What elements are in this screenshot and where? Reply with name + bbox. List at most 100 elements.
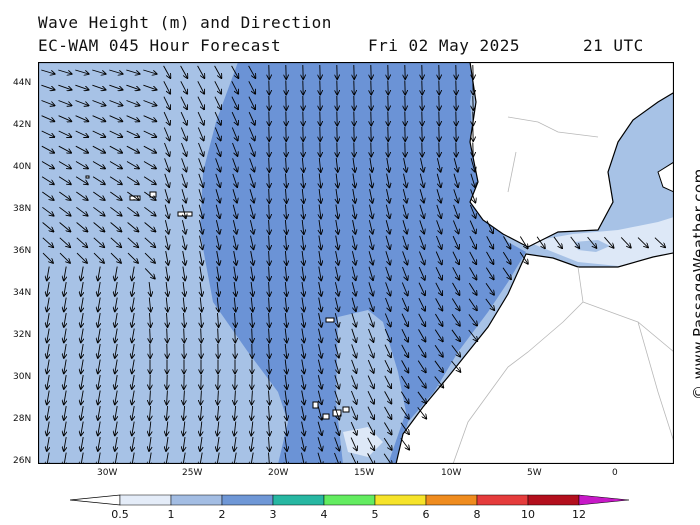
wave-arrow [334, 313, 338, 327]
wave-arrow [249, 158, 255, 171]
wave-arrow [81, 344, 83, 358]
wave-arrow [127, 237, 138, 247]
lat-label: 44N [13, 78, 32, 88]
wave-arrow [143, 145, 156, 153]
wave-arrow [302, 344, 304, 358]
wave-arrow [81, 390, 83, 405]
wave-arrow [150, 312, 151, 327]
wave-arrow [218, 390, 219, 405]
wave-arrow [252, 390, 253, 405]
wave-arrow [334, 390, 339, 404]
wave-arrow [132, 266, 134, 281]
wave-arrow [180, 127, 186, 141]
wave-arrow [198, 158, 204, 171]
wave-arrow [64, 328, 66, 343]
wave-arrow [144, 206, 155, 215]
wave-arrow [269, 173, 270, 188]
wave-arrow [197, 81, 204, 93]
wave-arrow [485, 267, 493, 280]
wave-arrow [163, 111, 170, 125]
wave-arrow [402, 204, 407, 218]
wave-arrow [604, 236, 613, 248]
wave-arrow [502, 267, 511, 280]
wave-arrow [485, 282, 494, 295]
colorbar-swatch [272, 494, 325, 506]
wave-arrow [164, 142, 170, 156]
wave-arrow [201, 390, 202, 405]
wave-arrow [269, 235, 270, 250]
wave-arrow [302, 313, 304, 327]
wave-arrow [149, 297, 150, 312]
wave-arrow [302, 406, 305, 420]
wave-arrow [417, 375, 426, 388]
wave-arrow [183, 452, 185, 464]
wave-arrow [143, 115, 157, 122]
wave-arrow [335, 297, 338, 312]
wave-arrow [435, 235, 441, 249]
wave-arrow [183, 437, 185, 451]
wave-arrow [384, 375, 391, 388]
wave-arrow [132, 375, 134, 389]
wave-arrow [319, 328, 322, 343]
wave-arrow [59, 222, 71, 232]
wave-arrow [199, 220, 202, 234]
lon-label: 5W [527, 468, 542, 478]
wave-arrow [183, 282, 185, 296]
wave-arrow [351, 282, 356, 296]
wave-arrow [164, 204, 169, 219]
wave-arrow [58, 161, 71, 169]
wave-arrow [81, 297, 83, 312]
wave-arrow [250, 220, 253, 234]
wave-arrow [385, 251, 390, 264]
wave-arrow [368, 313, 374, 326]
wave-arrow [217, 405, 218, 420]
wave-arrow [384, 313, 390, 327]
wave-arrow [400, 438, 409, 449]
wave-arrow [59, 206, 70, 215]
wave-arrow [251, 282, 253, 296]
wave-arrow [197, 127, 203, 141]
wave-arrow [231, 127, 237, 141]
wave-arrow [201, 328, 202, 343]
wave-arrow [149, 405, 150, 420]
wave-arrow [217, 297, 218, 312]
wave-arrow [143, 161, 156, 169]
wave-arrow [143, 69, 156, 74]
wave-arrow [336, 189, 338, 203]
wave-arrow [232, 204, 237, 219]
colorbar-tick-label: 2 [218, 508, 226, 521]
wave-arrow [132, 313, 134, 327]
colorbar-swatch [119, 494, 172, 506]
wave-arrow [302, 421, 305, 436]
wave-arrow [400, 391, 408, 404]
wave-arrow [453, 158, 458, 172]
wave-arrow [451, 298, 459, 311]
wave-arrow [435, 251, 442, 265]
wave-arrow [235, 312, 236, 327]
wave-arrow [285, 266, 286, 281]
wave-arrow [402, 266, 408, 280]
wave-arrow [110, 191, 121, 200]
wave-arrow [75, 84, 88, 90]
lon-label: 15W [354, 468, 375, 478]
model-label: EC-WAM 045 Hour Forecast [38, 36, 282, 55]
wave-arrow [110, 252, 121, 263]
wave-arrow [248, 96, 255, 110]
wave-arrow [200, 297, 201, 312]
wave-arrow [370, 189, 373, 203]
wave-arrow [115, 328, 117, 343]
wave-arrow [41, 145, 54, 153]
wave-arrow [234, 437, 236, 451]
wave-arrow [367, 437, 375, 450]
wave-arrow [350, 406, 356, 420]
wave-arrow [110, 237, 121, 247]
wave-arrow [98, 266, 100, 281]
wave-arrow [98, 344, 100, 358]
wave-arrow [47, 406, 49, 420]
wave-arrow [419, 220, 424, 233]
wave-arrow [200, 452, 202, 464]
wave-arrow [132, 452, 134, 464]
wave-arrow [401, 297, 408, 311]
wave-direction-arrows [41, 64, 665, 464]
wave-arrow [81, 282, 83, 296]
